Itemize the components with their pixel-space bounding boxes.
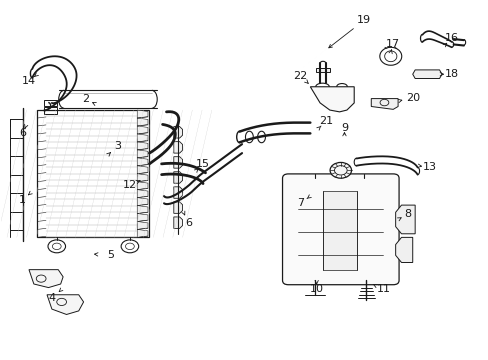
Polygon shape [173,141,182,153]
Text: 20: 20 [405,93,419,103]
Polygon shape [137,206,148,213]
Polygon shape [137,126,148,134]
Text: 5: 5 [107,250,114,260]
Text: 3: 3 [114,141,121,151]
Polygon shape [173,187,182,198]
Polygon shape [137,198,148,206]
Text: 2: 2 [82,94,89,104]
Text: 21: 21 [319,116,333,126]
Polygon shape [137,150,148,158]
Text: 11: 11 [376,284,390,294]
Polygon shape [370,99,397,109]
Polygon shape [137,166,148,174]
Polygon shape [137,158,148,166]
Circle shape [329,162,351,178]
Polygon shape [137,110,148,118]
Polygon shape [137,213,148,221]
Text: 9: 9 [340,123,347,133]
Bar [43,100,57,107]
Text: 7: 7 [296,198,304,208]
FancyBboxPatch shape [282,174,398,285]
Polygon shape [137,118,148,126]
Text: 6: 6 [20,129,26,138]
Polygon shape [395,237,412,262]
Text: 14: 14 [22,76,36,86]
Polygon shape [412,70,441,78]
Text: 12: 12 [122,180,137,190]
Text: 10: 10 [309,284,323,294]
Polygon shape [137,229,148,237]
Polygon shape [47,295,83,315]
Polygon shape [137,134,148,142]
Polygon shape [137,142,148,150]
Polygon shape [137,182,148,190]
Text: 8: 8 [404,209,410,219]
Text: 19: 19 [356,15,370,26]
Text: 4: 4 [48,293,55,303]
Polygon shape [173,157,182,168]
Polygon shape [29,270,63,288]
Polygon shape [173,127,182,138]
Polygon shape [173,217,182,228]
Bar [43,107,57,114]
Text: 13: 13 [422,162,436,172]
Text: 16: 16 [444,33,458,43]
Text: 22: 22 [293,71,307,81]
Polygon shape [173,172,182,183]
Bar [322,191,356,270]
Text: 17: 17 [386,39,400,49]
Polygon shape [395,205,414,234]
Bar [316,68,329,72]
Text: 15: 15 [196,159,210,169]
Bar [37,110,149,237]
Text: 6: 6 [184,218,191,228]
Polygon shape [173,202,182,213]
Polygon shape [137,174,148,182]
Text: 18: 18 [444,69,458,79]
Polygon shape [310,87,353,112]
Text: 1: 1 [19,195,26,205]
Polygon shape [137,190,148,198]
Polygon shape [137,221,148,229]
